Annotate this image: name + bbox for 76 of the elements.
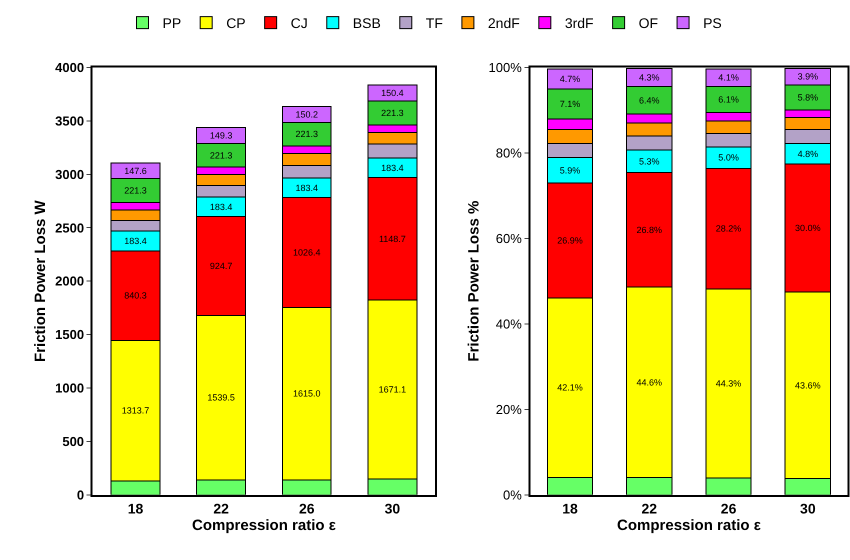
- y-tick-label: 20%: [496, 402, 522, 417]
- legend-label: PS: [703, 15, 722, 32]
- y-tick-label: 100%: [488, 60, 522, 76]
- data-label: 1148.7: [378, 234, 406, 244]
- data-label: 5.3%: [639, 156, 660, 166]
- y-tick-label: 500: [62, 434, 84, 449]
- data-label: 1539.5: [207, 392, 235, 403]
- y-tick-label: 0: [76, 487, 84, 502]
- data-label: 1026.4: [292, 247, 321, 258]
- data-label: 44.3%: [716, 378, 742, 388]
- x-tick-label: 30: [800, 500, 816, 517]
- data-label: 5.0%: [718, 152, 739, 163]
- data-label: 150.4: [381, 88, 404, 98]
- data-label: 147.6: [124, 166, 147, 176]
- data-label: 1671.1: [378, 384, 406, 394]
- data-label: 3.9%: [798, 72, 818, 82]
- y-tick-label: 60%: [496, 230, 522, 246]
- y-tick-label: 4000: [55, 60, 84, 76]
- x-tick-label: 26: [298, 500, 315, 517]
- legend-label: PP: [162, 15, 182, 32]
- data-label: 4.3%: [639, 72, 660, 83]
- x-tick-label: 30: [384, 500, 400, 517]
- y-tick-label: 2500: [55, 220, 84, 236]
- data-label: 183.4: [381, 162, 404, 173]
- x-axis-title: Compression ratio ε: [617, 517, 761, 534]
- y-axis-title: Friction Power Loss W: [32, 199, 49, 362]
- y-tick-label: 0%: [503, 487, 522, 502]
- y-axis-title: Friction Power Loss %: [465, 200, 482, 362]
- x-tick-label: 18: [562, 500, 578, 517]
- data-label: 183.4: [295, 182, 318, 193]
- x-axis-title: Compression ratio ε: [192, 517, 336, 534]
- data-label: 221.3: [210, 150, 232, 160]
- legend-label: CP: [226, 15, 246, 32]
- y-tick-label: 1000: [55, 380, 84, 396]
- data-label: 5.8%: [798, 92, 818, 102]
- data-label: 43.6%: [795, 380, 821, 390]
- y-tick-label: 40%: [496, 316, 522, 332]
- data-label: 1615.0: [292, 388, 321, 399]
- data-label: 150.2: [295, 109, 318, 120]
- data-label: 7.1%: [560, 99, 580, 110]
- legend-label: CJ: [290, 15, 308, 32]
- data-label: 4.1%: [718, 72, 739, 83]
- data-label: 183.4: [210, 202, 232, 212]
- data-label: 26.8%: [636, 224, 662, 235]
- data-label: 4.7%: [560, 74, 580, 84]
- data-label: 30.0%: [795, 223, 821, 234]
- data-label: 28.2%: [716, 224, 742, 234]
- data-label: 6.1%: [718, 94, 739, 104]
- y-tick-label: 1500: [55, 327, 84, 342]
- data-label: 26.9%: [557, 235, 583, 246]
- data-label: 221.3: [381, 108, 404, 118]
- x-tick-label: 18: [128, 500, 144, 517]
- data-label: 6.4%: [639, 95, 660, 106]
- legend-label: 3rdF: [564, 15, 594, 32]
- y-tick-label: 2000: [55, 274, 84, 289]
- data-label: 183.4: [124, 236, 147, 246]
- x-tick-label: 22: [213, 500, 230, 517]
- y-tick-label: 80%: [496, 146, 522, 161]
- data-label: 924.7: [210, 260, 232, 271]
- data-label: 4.8%: [798, 148, 818, 159]
- legend-label: OF: [638, 15, 658, 32]
- legend-label: 2ndF: [488, 15, 520, 32]
- legend-label: TF: [426, 15, 443, 32]
- data-label: 221.3: [295, 129, 318, 140]
- data-label: 840.3: [124, 290, 147, 301]
- data-label: 221.3: [124, 186, 147, 196]
- y-tick-label: 3500: [55, 113, 84, 128]
- y-tick-label: 3000: [55, 166, 84, 182]
- data-label: 1313.7: [122, 406, 150, 416]
- x-tick-label: 26: [720, 500, 737, 517]
- x-tick-label: 22: [642, 500, 658, 517]
- data-label: 44.6%: [636, 377, 662, 388]
- data-label: 149.3: [210, 130, 232, 140]
- legend-label: BSB: [352, 15, 381, 32]
- data-label: 5.9%: [560, 165, 580, 176]
- data-label: 42.1%: [557, 382, 583, 393]
